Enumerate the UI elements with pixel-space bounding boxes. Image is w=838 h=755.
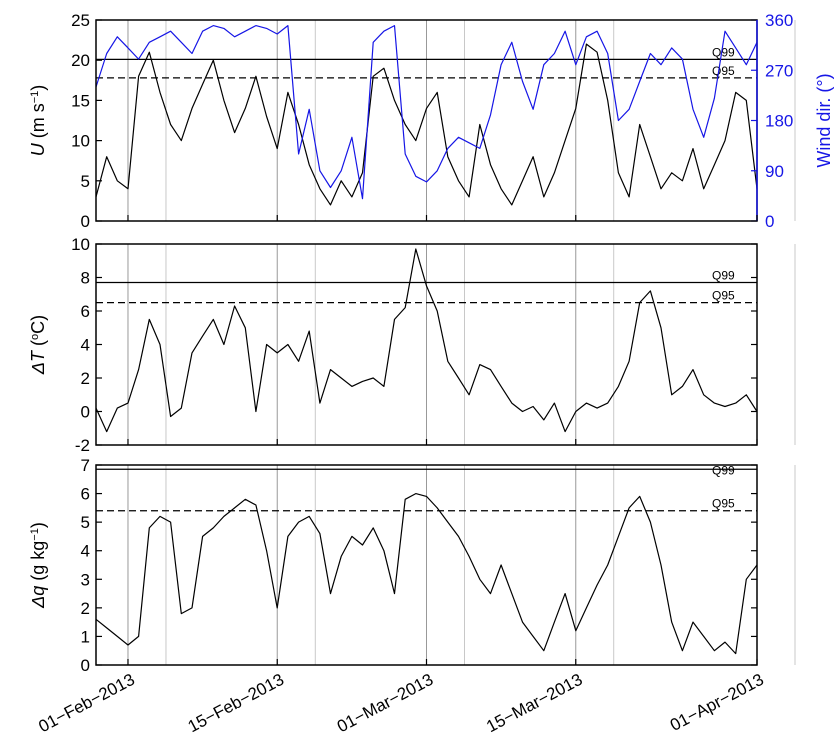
y-axis-ticks-right — [751, 464, 757, 666]
series-line-wind — [95, 43, 758, 206]
y-tick-label: 7 — [81, 456, 90, 475]
y-axis-ticks: 0 1 2 3 4 5 6 7 — [81, 456, 102, 675]
y-tick-label: 2 — [81, 599, 90, 618]
y-tick-label: 10 — [71, 235, 90, 254]
y2-tick-label: 90 — [765, 162, 784, 181]
y-tick-label: 6 — [81, 485, 90, 504]
y2-tick-label: 270 — [765, 61, 793, 80]
x-tick-label: 15−Mar−2013 — [483, 670, 585, 736]
y-tick-label: 3 — [81, 570, 90, 589]
quantile-label-q99: Q99 — [712, 45, 735, 59]
y-tick-label: 15 — [71, 91, 90, 110]
y-axis-ticks: -2 0 2 4 6 8 10 — [71, 235, 102, 455]
x-axis-ticks — [127, 215, 758, 221]
y-tick-label: 4 — [81, 336, 90, 355]
y-tick-label: 20 — [71, 51, 90, 70]
x-axis-ticks — [127, 439, 758, 445]
y2-axis-ticks: 0 90 180 270 360 — [751, 11, 793, 231]
y2-tick-label: 360 — [765, 11, 793, 30]
series-line-temperature — [95, 248, 758, 433]
quantile-label-q95: Q95 — [712, 497, 735, 511]
y-axis-ticks-right — [751, 243, 757, 446]
y-axis-label: Δq (g kg−1) — [28, 522, 48, 609]
y-tick-label: 0 — [81, 403, 90, 422]
panel-temperature: Q99 Q95 -2 0 2 4 6 8 10 ΔT (oC) — [28, 235, 796, 455]
x-tick-label: 01−Feb−2013 — [35, 670, 137, 736]
y-tick-label: 5 — [81, 172, 90, 191]
x-tick-label: 01−Mar−2013 — [334, 670, 436, 736]
y2-axis-label: Wind dir. (°) — [814, 73, 834, 167]
y-tick-label: 0 — [81, 212, 90, 231]
quantile-label-q99: Q99 — [712, 269, 735, 283]
x-gridlines — [127, 465, 796, 665]
y-tick-label: 2 — [81, 369, 90, 388]
quantile-label-q95: Q95 — [712, 64, 735, 78]
y-axis-label: U (m s−1) — [28, 85, 48, 157]
y2-tick-label: 180 — [765, 112, 793, 131]
panel-wind: Q99 Q95 0 5 10 15 20 25 0 90 180 270 360 Wind dir. (°… — [28, 11, 834, 231]
x-gridlines — [127, 244, 796, 445]
quantile-label-q95: Q95 — [712, 289, 735, 303]
y-axis-ticks: 0 5 10 15 20 25 — [71, 11, 102, 231]
y-tick-label: 8 — [81, 269, 90, 288]
y-tick-label: 25 — [71, 11, 90, 30]
series-line-humidity — [95, 493, 758, 655]
quantile-label-q99: Q99 — [712, 463, 735, 477]
panel-humidity: Q99 Q95 0 1 2 3 4 5 6 7 Δq (g kg−1) 01−Feb−2013 15−F… — [28, 456, 796, 736]
y-tick-label: 10 — [71, 132, 90, 151]
y-tick-label: 6 — [81, 302, 90, 321]
series-line-wind-direction — [95, 25, 758, 200]
x-axis-ticks — [127, 659, 758, 665]
y-tick-label: 4 — [81, 542, 90, 561]
x-tick-label: 15−Feb−2013 — [185, 670, 287, 736]
x-tick-label: 01−Apr−2013 — [667, 670, 767, 735]
y-tick-label: 5 — [81, 513, 90, 532]
y-tick-label: -2 — [75, 436, 90, 455]
y-tick-label: 0 — [81, 656, 90, 675]
y2-tick-label: 0 — [765, 212, 774, 231]
x-gridlines — [127, 20, 796, 221]
y-axis-label: ΔT (oC) — [28, 315, 48, 375]
y-tick-label: 1 — [81, 627, 90, 646]
